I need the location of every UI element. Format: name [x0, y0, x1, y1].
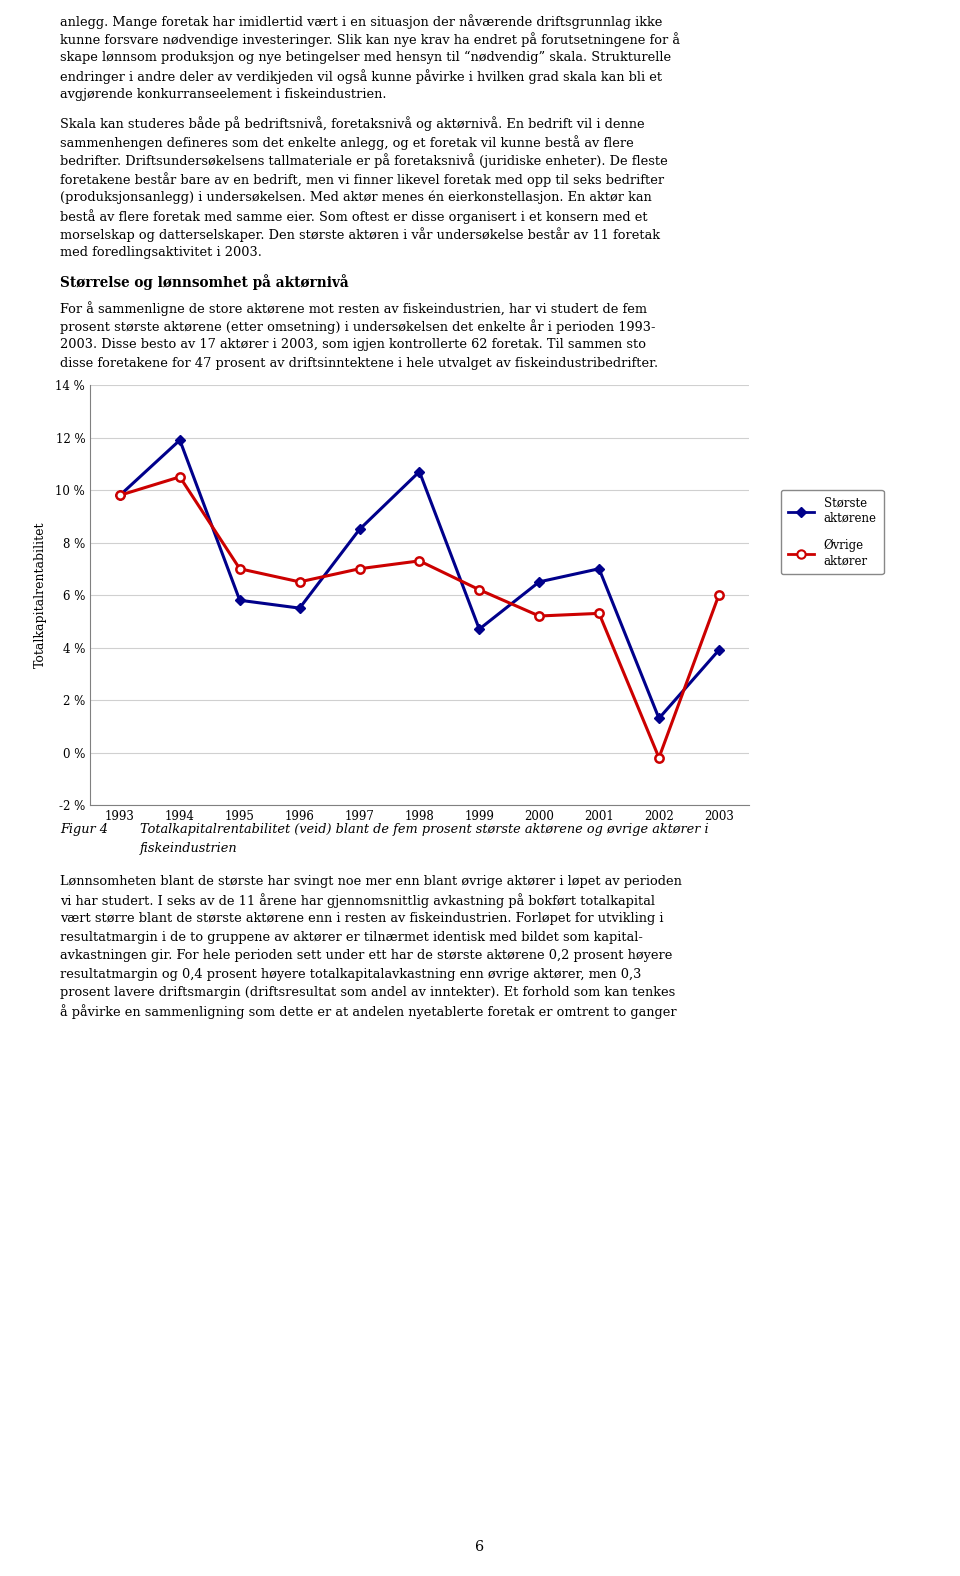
Text: med foredlingsaktivitet i 2003.: med foredlingsaktivitet i 2003.	[60, 246, 262, 258]
Text: morselskap og datterselskaper. Den største aktøren i vår undersøkelse består av : morselskap og datterselskaper. Den størs…	[60, 227, 660, 243]
Text: bedrifter. Driftsundersøkelsens tallmateriale er på foretaksnivå (juridiske enhe: bedrifter. Driftsundersøkelsens tallmate…	[60, 153, 668, 169]
Text: vært større blant de største aktørene enn i resten av fiskeindustrien. Forløpet : vært større blant de største aktørene en…	[60, 913, 663, 925]
Text: Totalkapitalrentabilitet (veid) blant de fem prosent største aktørene og øvrige : Totalkapitalrentabilitet (veid) blant de…	[140, 823, 708, 835]
Text: vi har studert. I seks av de 11 årene har gjennomsnittlig avkastning på bokført : vi har studert. I seks av de 11 årene ha…	[60, 894, 655, 908]
Text: endringer i andre deler av verdikjeden vil også kunne påvirke i hvilken grad ska: endringer i andre deler av verdikjeden v…	[60, 69, 662, 85]
Text: resultatmargin og 0,4 prosent høyere totalkapitalavkastning enn øvrige aktører, : resultatmargin og 0,4 prosent høyere tot…	[60, 968, 641, 980]
Text: avgjørende konkurranseelement i fiskeindustrien.: avgjørende konkurranseelement i fiskeind…	[60, 88, 387, 101]
Text: Størrelse og lønnsomhet på aktørnivå: Størrelse og lønnsomhet på aktørnivå	[60, 274, 348, 290]
Legend: Største
aktørene, Øvrige
aktører: Største aktørene, Øvrige aktører	[781, 490, 883, 574]
Text: anlegg. Mange foretak har imidlertid vært i en situasjon der nåværende driftsgru: anlegg. Mange foretak har imidlertid vær…	[60, 14, 662, 28]
Text: å påvirke en sammenligning som dette er at andelen nyetablerte foretak er omtren: å påvirke en sammenligning som dette er …	[60, 1004, 677, 1020]
Text: Lønnsomheten blant de største har svingt noe mer enn blant øvrige aktører i løpe: Lønnsomheten blant de største har svingt…	[60, 875, 682, 887]
Text: 2003. Disse besto av 17 aktører i 2003, som igjen kontrollerte 62 foretak. Til s: 2003. Disse besto av 17 aktører i 2003, …	[60, 337, 646, 351]
Y-axis label: Totalkapitalrentabilitet: Totalkapitalrentabilitet	[34, 522, 47, 668]
Text: (produksjonsanlegg) i undersøkelsen. Med aktør menes én eierkonstellasjon. En ak: (produksjonsanlegg) i undersøkelsen. Med…	[60, 191, 652, 203]
Text: 6: 6	[475, 1540, 485, 1554]
Text: Skala kan studeres både på bedriftsnivå, foretaksnivå og aktørnivå. En bedrift v: Skala kan studeres både på bedriftsnivå,…	[60, 117, 644, 131]
Text: resultatmargin i de to gruppene av aktører er tilnærmet identisk med bildet som : resultatmargin i de to gruppene av aktør…	[60, 930, 643, 944]
Text: Figur 4: Figur 4	[60, 823, 108, 835]
Text: prosent lavere driftsmargin (driftsresultat som andel av inntekter). Et forhold : prosent lavere driftsmargin (driftsresul…	[60, 987, 675, 999]
Text: disse foretakene for 47 prosent av driftsinntektene i hele utvalget av fiskeindu: disse foretakene for 47 prosent av drift…	[60, 356, 659, 369]
Text: prosent største aktørene (etter omsetning) i undersøkelsen det enkelte år i peri: prosent største aktørene (etter omsetnin…	[60, 320, 656, 334]
Text: kunne forsvare nødvendige investeringer. Slik kan nye krav ha endret på forutset: kunne forsvare nødvendige investeringer.…	[60, 33, 680, 47]
Text: fiskeindustrien: fiskeindustrien	[140, 842, 238, 854]
Text: sammenhengen defineres som det enkelte anlegg, og et foretak vil kunne bestå av : sammenhengen defineres som det enkelte a…	[60, 136, 634, 150]
Text: bestå av flere foretak med samme eier. Som oftest er disse organisert i et konse: bestå av flere foretak med samme eier. S…	[60, 210, 648, 224]
Text: avkastningen gir. For hele perioden sett under ett har de største aktørene 0,2 p: avkastningen gir. For hele perioden sett…	[60, 949, 672, 961]
Text: skape lønnsom produksjon og nye betingelser med hensyn til “nødvendig” skala. St: skape lønnsom produksjon og nye betingel…	[60, 50, 671, 65]
Text: foretakene består bare av en bedrift, men vi finner likevel foretak med opp til : foretakene består bare av en bedrift, me…	[60, 172, 664, 188]
Text: For å sammenligne de store aktørene mot resten av fiskeindustrien, har vi studer: For å sammenligne de store aktørene mot …	[60, 301, 647, 315]
